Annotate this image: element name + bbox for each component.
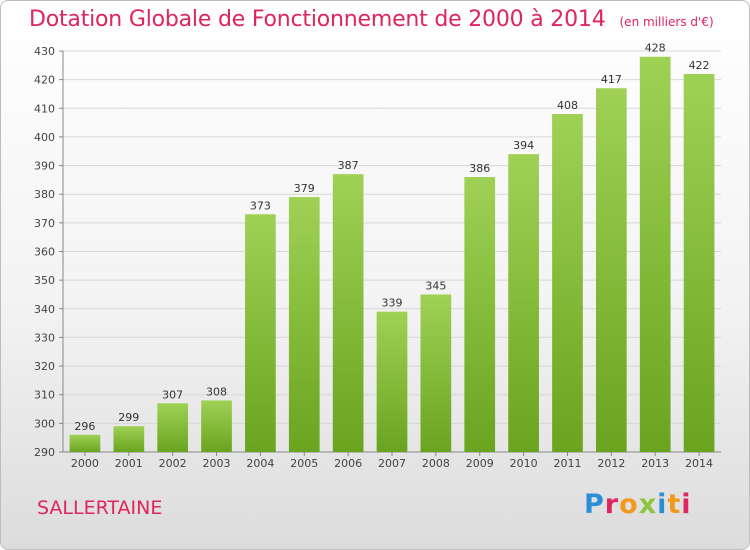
bar-2014 [683,73,715,453]
bar-2010 [508,154,539,452]
commune-name: SALLERTAINE [37,497,163,519]
value-label: 308 [206,385,227,398]
y-tick-label: 330 [34,331,55,344]
bar-2009 [464,177,496,452]
y-tick-label: 370 [34,217,55,230]
bar-2013 [639,56,671,452]
x-tick-label: 2012 [597,457,625,470]
y-tick-label: 290 [34,446,55,459]
bar-2000 [69,434,101,452]
bar-2007 [376,311,408,452]
x-tick-label: 2007 [378,457,406,470]
bar-2008 [420,294,452,452]
chart-title: Dotation Globale de Fonctionnement de 20… [29,7,606,32]
y-tick-label: 300 [34,417,55,430]
y-tick-label: 420 [34,74,55,87]
x-tick-label: 2004 [246,457,274,470]
value-label: 299 [118,411,139,424]
value-label: 345 [425,279,446,292]
bar-2012 [595,88,627,452]
x-tick-label: 2011 [553,457,581,470]
value-label: 339 [382,297,403,310]
value-label: 408 [557,99,578,112]
y-tick-label: 350 [34,274,55,287]
value-label: 296 [74,420,95,433]
chart-subtitle: (en milliers d'€) [619,15,714,29]
y-tick-label: 400 [34,131,55,144]
value-label: 386 [469,162,490,175]
y-tick-label: 310 [34,389,55,402]
bar-2005 [288,197,320,452]
labels: 290 300 310 320 330 340 350 360 370 380 390 400 410 4… [34,42,713,470]
y-tick-label: 360 [34,246,55,259]
x-tick-label: 2001 [115,457,143,470]
y-tick-label: 380 [34,188,55,201]
value-label: 387 [338,159,359,172]
bar-2004 [245,214,276,452]
y-tick-label: 390 [34,160,55,173]
y-tick-label: 410 [34,102,55,115]
value-label: 307 [162,388,183,401]
x-tick-label: 2013 [641,457,669,470]
bar-2011 [552,114,583,452]
x-tick-label: 2005 [290,457,318,470]
x-tick-label: 2002 [159,457,187,470]
bar-2002 [157,403,189,452]
value-label: 417 [601,73,622,86]
value-label: 373 [250,199,271,212]
bars [69,56,715,453]
x-tick-label: 2003 [203,457,231,470]
value-label: 428 [645,42,666,55]
value-label: 379 [294,182,315,195]
proxiti-logo[interactable]: Proxiti [584,489,692,520]
y-tick-label: 320 [34,360,55,373]
x-tick-label: 2000 [71,457,99,470]
x-tick-label: 2008 [422,457,450,470]
bar-2001 [113,426,145,452]
y-tick-label: 430 [34,45,55,58]
x-tick-label: 2014 [685,457,713,470]
x-tick-label: 2010 [510,457,538,470]
value-label: 422 [689,59,710,72]
x-tick-label: 2006 [334,457,362,470]
bar-2006 [332,174,364,452]
title-block: Dotation Globale de Fonctionnement de 20… [29,7,714,32]
value-label: 394 [513,139,534,152]
x-tick-label: 2009 [466,457,494,470]
y-tick-label: 340 [34,303,55,316]
bar-2003 [201,400,232,452]
